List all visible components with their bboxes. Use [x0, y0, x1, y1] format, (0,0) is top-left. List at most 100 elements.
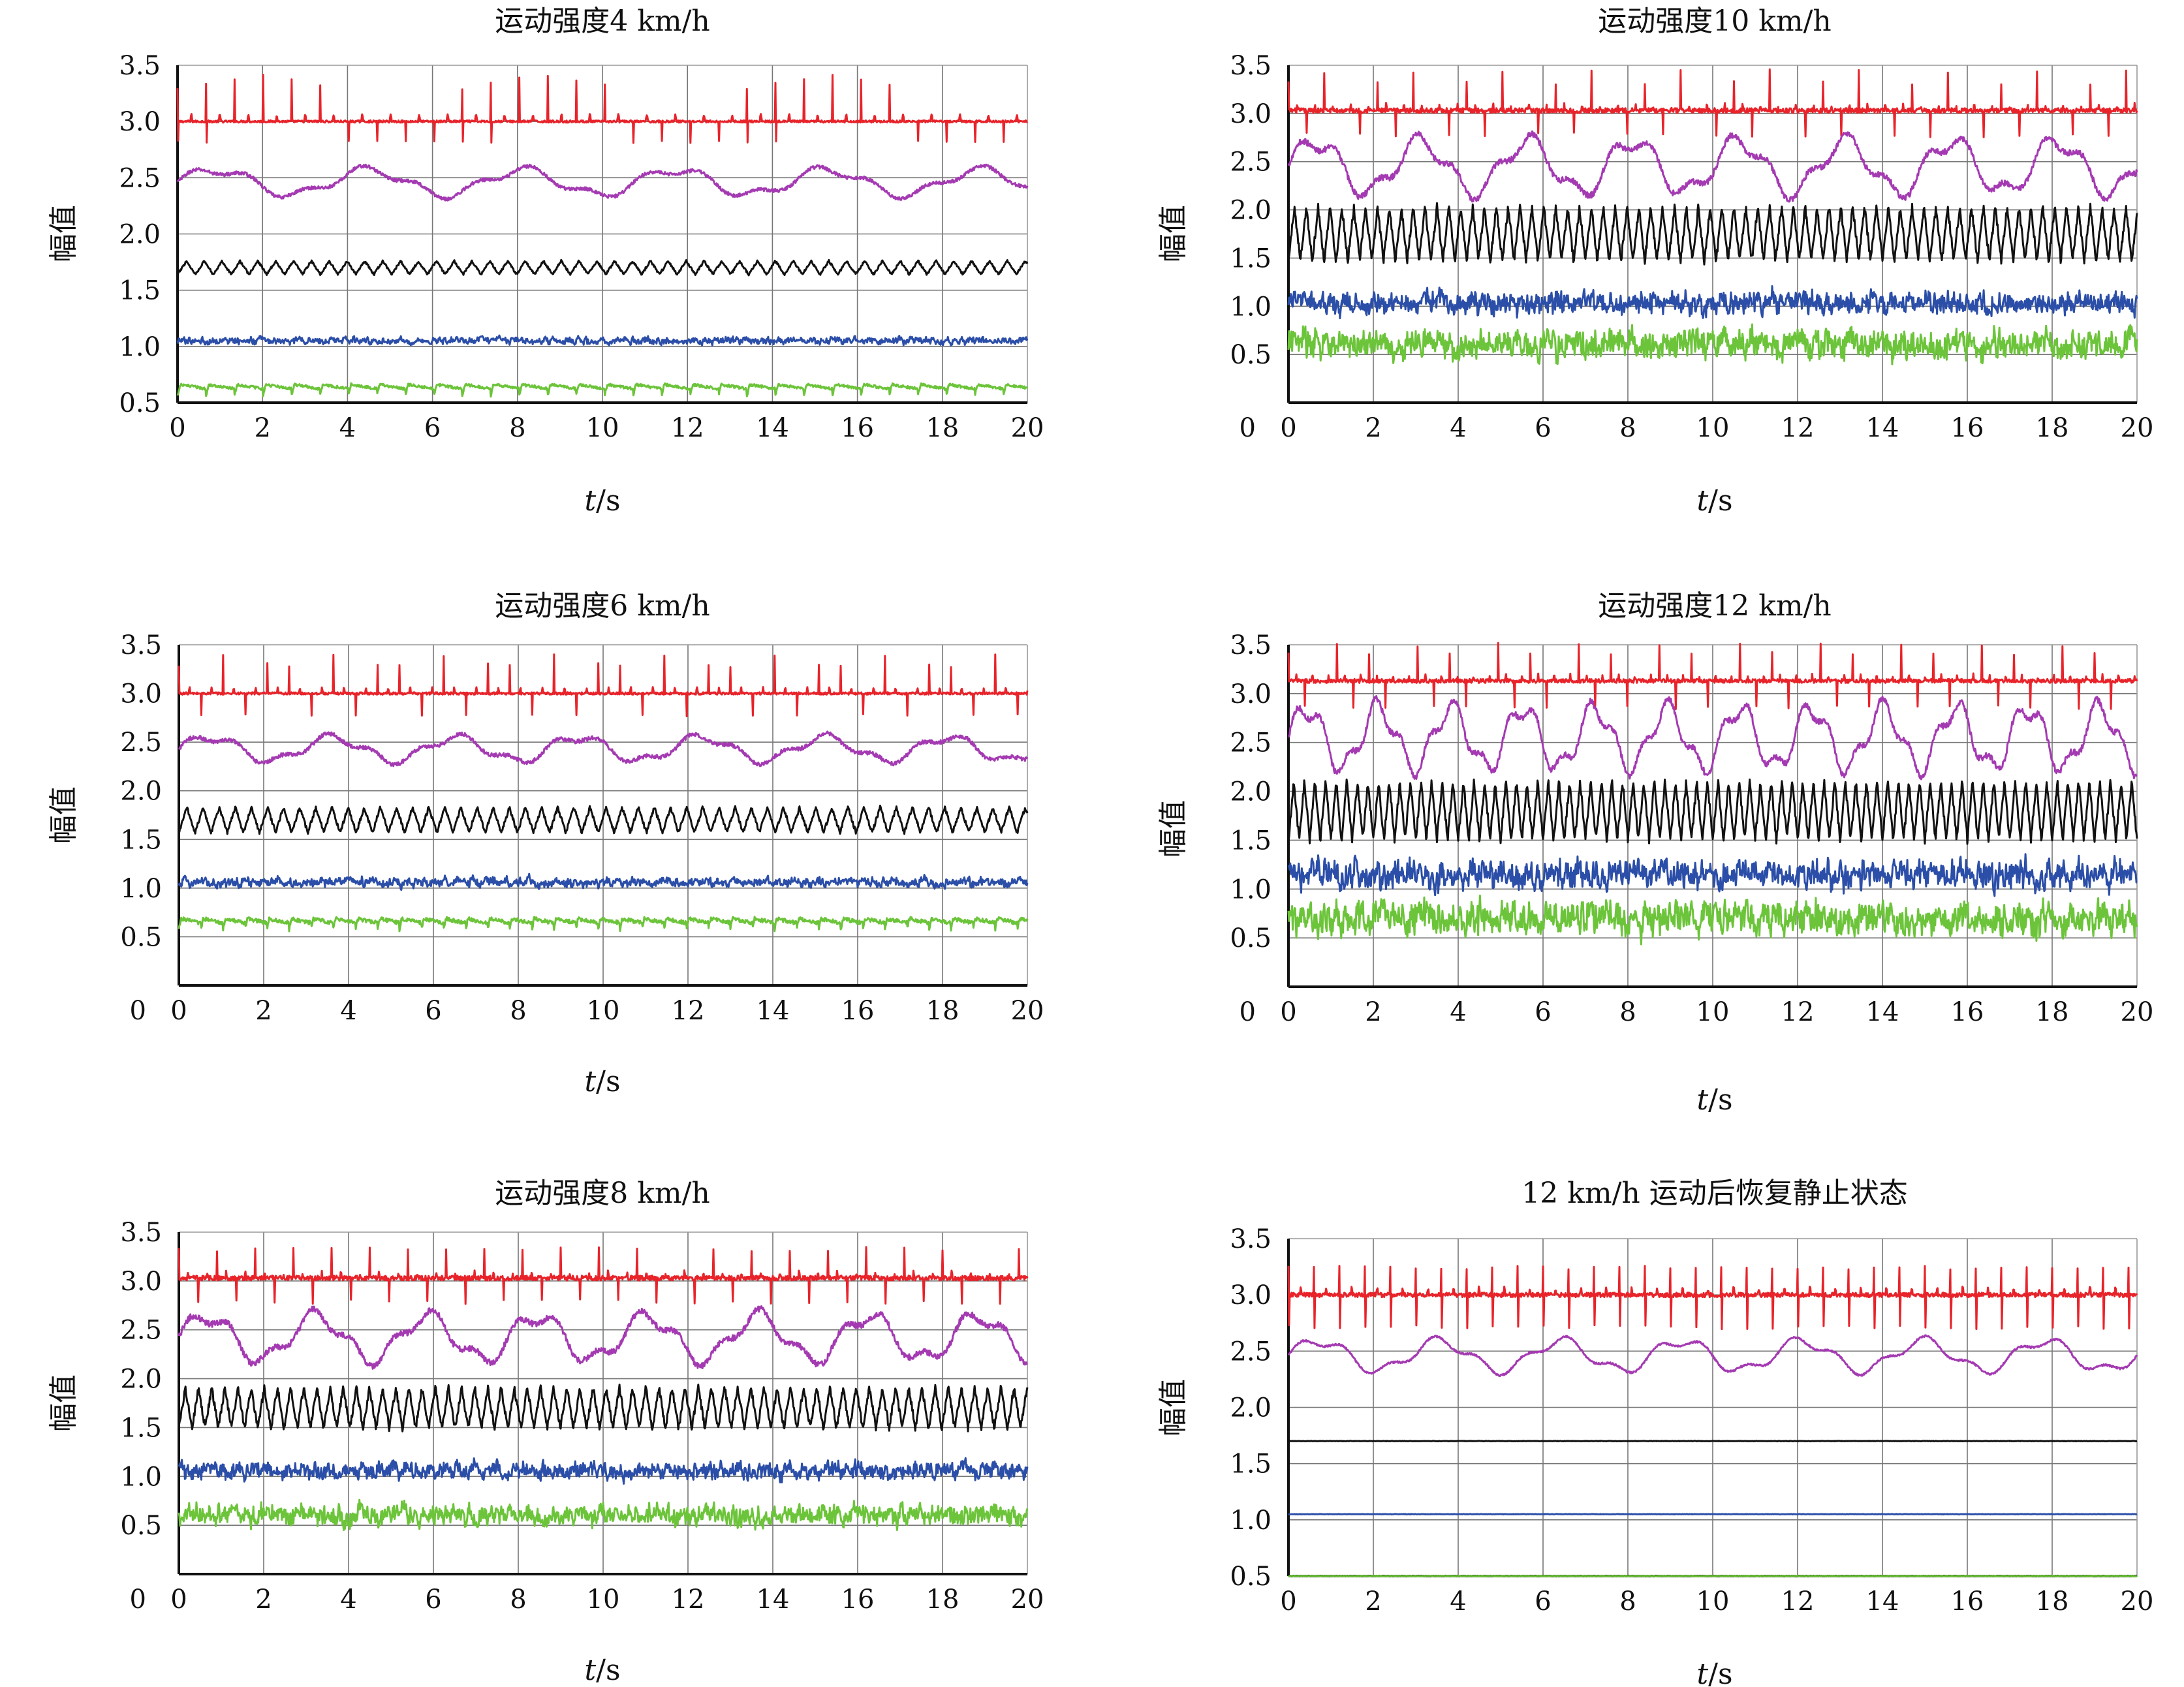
series-line-black — [1287, 779, 2138, 845]
y-tick-label: 1.5 — [119, 276, 161, 306]
x-tick-label: 14 — [1866, 413, 1899, 443]
y-tick-label: 3.0 — [1230, 99, 1271, 129]
y-tick-label: 2.5 — [119, 163, 161, 193]
x-tick-label: 18 — [2036, 1586, 2069, 1617]
y-tick-label: 2.0 — [1230, 196, 1271, 226]
panel-title: 运动强度6 km/h — [495, 589, 710, 623]
x-tick-label: 10 — [1696, 413, 1730, 443]
series-line-purple — [1287, 1334, 2138, 1378]
series-line-blue — [178, 1457, 1029, 1485]
panel-recovery: 12 km/h 运动后恢复静止状态 0 2 4 6 8 10 12 14 16 18 20 0.5 1.… — [1157, 1177, 2153, 1687]
y-tick-label: 2.5 — [1230, 147, 1271, 178]
panel-plot: 0 2 4 6 8 10 12 14 16 18 20 0.5 1.0 1.5 2.0 2.5 3.0 3.5 0 — [1230, 51, 2153, 443]
series-line-blue — [1287, 285, 2138, 320]
y-tick-label: 0.5 — [119, 388, 161, 418]
x-axis-label: t/s — [584, 1065, 620, 1098]
series-line-purple — [1287, 130, 2138, 203]
y-tick-label: 0.5 — [120, 922, 162, 952]
x-tick-label: 16 — [1951, 1586, 1984, 1617]
x-tick-label: 20 — [2121, 997, 2154, 1027]
y-axis-label: 幅值 — [47, 205, 80, 262]
y-tick-label: 1.5 — [1230, 1449, 1271, 1479]
x-tick-label: 18 — [926, 1585, 959, 1615]
series-line-green — [1288, 1575, 2138, 1577]
series-line-purple — [176, 163, 1029, 202]
x-axis-label: t/s — [1696, 484, 1732, 518]
y-tick-label: 3.5 — [1230, 630, 1271, 660]
y-axis-label: 幅值 — [1157, 800, 1190, 858]
y-tick-label: 3.0 — [1230, 1280, 1271, 1310]
x-tick-label: 16 — [841, 1585, 875, 1615]
x-tick-label: 18 — [926, 413, 959, 443]
x-tick-label: 8 — [1619, 997, 1636, 1027]
x-tick-label: 10 — [586, 413, 619, 443]
y-axis-label: 幅值 — [47, 786, 80, 844]
x-axis-label: t/s — [1696, 1658, 1732, 1687]
x-tick-label: 14 — [757, 996, 790, 1026]
series-line-green — [178, 1498, 1029, 1531]
y-tick-label: 0.5 — [1230, 923, 1271, 953]
x-tick-label: 20 — [2121, 413, 2154, 443]
y-tick-label: 0.5 — [1230, 340, 1271, 370]
origin-label: 0 — [130, 996, 146, 1026]
series-line-green — [176, 382, 1029, 398]
x-tick-label: 8 — [510, 1585, 526, 1615]
x-tick-label: 0 — [170, 1585, 187, 1615]
x-tick-label: 4 — [1450, 413, 1466, 443]
x-tick-label: 8 — [1619, 1586, 1636, 1617]
y-tick-label: 0.5 — [120, 1511, 162, 1541]
x-tick-label: 18 — [2036, 413, 2069, 443]
origin-label: 0 — [1240, 413, 1256, 443]
y-tick-label: 1.5 — [120, 1413, 162, 1443]
panel-plot: 0 2 4 6 8 10 12 14 16 18 20 0.5 1.0 1.5 2.0 2.5 3.0 3.5 — [119, 51, 1044, 443]
y-axis-label: 幅值 — [1157, 1379, 1190, 1436]
x-tick-label: 0 — [1280, 413, 1296, 443]
y-tick-label: 1.5 — [1230, 826, 1271, 856]
x-tick-label: 12 — [1781, 997, 1815, 1027]
series-line-red — [1287, 642, 2138, 710]
x-tick-label: 4 — [1450, 1586, 1466, 1617]
x-tick-label: 18 — [926, 996, 959, 1026]
x-tick-label: 12 — [1781, 413, 1815, 443]
x-axis-label: t/s — [584, 1654, 620, 1687]
x-tick-label: 12 — [671, 413, 704, 443]
series-line-green — [1287, 894, 2138, 946]
y-tick-label: 2.0 — [120, 1365, 162, 1395]
series-line-black — [176, 258, 1029, 277]
series-line-red — [176, 74, 1028, 144]
series-line-purple — [1288, 695, 2138, 781]
series-line-blue — [178, 873, 1029, 891]
x-tick-label: 14 — [1866, 1586, 1899, 1617]
x-tick-label: 8 — [510, 996, 526, 1026]
panel-12kmh: 运动强度12 km/h 0 2 4 6 8 10 12 14 16 18 20 0.5 1.0 1.5 2.… — [1157, 589, 2153, 1117]
x-tick-label: 20 — [2121, 1586, 2154, 1617]
x-tick-label: 6 — [425, 996, 441, 1026]
x-tick-label: 14 — [757, 1585, 790, 1615]
y-tick-label: 3.0 — [120, 679, 162, 709]
y-tick-label: 0.5 — [1230, 1562, 1271, 1592]
x-tick-label: 0 — [1280, 997, 1296, 1027]
series-line-purple — [178, 730, 1029, 767]
origin-label: 0 — [1240, 997, 1256, 1027]
y-tick-label: 3.5 — [120, 630, 162, 660]
series-line-blue — [176, 334, 1029, 347]
x-axis-label: t/s — [1696, 1083, 1732, 1117]
y-tick-label: 3.0 — [1230, 679, 1271, 709]
y-tick-label: 1.0 — [1230, 874, 1271, 905]
origin-label: 0 — [130, 1585, 146, 1615]
x-tick-label: 16 — [1951, 997, 1984, 1027]
y-tick-label: 3.5 — [119, 51, 161, 81]
y-tick-label: 3.5 — [1230, 1224, 1271, 1254]
series-line-black — [1287, 202, 2138, 266]
y-tick-label: 2.5 — [1230, 1337, 1271, 1367]
x-tick-label: 20 — [1011, 413, 1044, 443]
x-tick-label: 16 — [841, 996, 875, 1026]
x-tick-label: 4 — [340, 1585, 356, 1615]
x-tick-label: 10 — [587, 996, 620, 1026]
y-tick-label: 2.0 — [119, 220, 161, 250]
x-tick-label: 14 — [756, 413, 789, 443]
x-tick-label: 6 — [425, 1585, 441, 1615]
x-tick-label: 14 — [1866, 997, 1899, 1027]
y-tick-label: 2.0 — [120, 777, 162, 807]
panel-4kmh: 运动强度4 km/h 0 2 4 6 8 10 12 14 16 18 20 0.5 1.0 1.5 2.0… — [47, 5, 1044, 518]
